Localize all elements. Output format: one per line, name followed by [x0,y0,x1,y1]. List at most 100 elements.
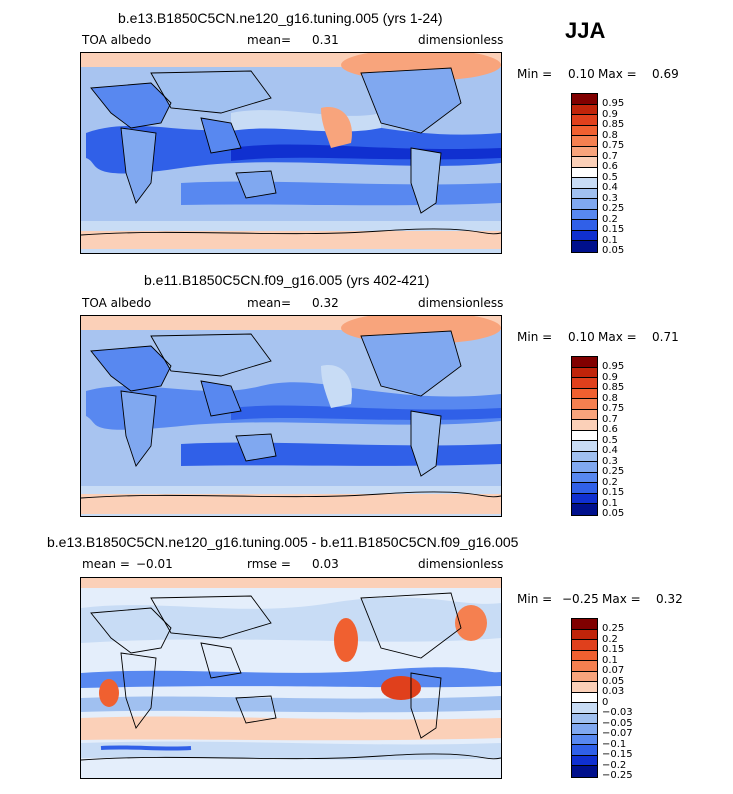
panel2-mean-label: mean= [247,296,292,310]
colorbar-swatch [572,146,597,157]
panel3-map-field [81,578,501,778]
colorbar-label: 0.75 [602,140,625,151]
colorbar-label: 0.03 [602,686,625,697]
colorbar-label: 0.95 [602,98,625,109]
colorbar-swatch [572,462,597,473]
panel1-map-field [81,53,501,253]
colorbar-label: 0.75 [602,403,625,414]
colorbar-label: 0.15 [602,224,625,235]
colorbar-label: 0.25 [602,203,625,214]
colorbar-label: 0.6 [602,424,618,435]
panel1-variable-label: TOA albedo [82,33,152,47]
colorbar-swatch [572,703,597,714]
panel3-map [80,577,502,779]
colorbar-label: 0.8 [602,392,618,404]
colorbar-label: 0.6 [602,161,618,172]
colorbar-label: −0.07 [602,728,633,739]
colorbar-swatch [572,199,597,210]
colorbar-swatch [572,178,597,189]
colorbar-label: 0.85 [602,119,625,130]
colorbar-label: 0.25 [602,623,625,634]
panel1-colorbar [571,93,598,253]
colorbar-label: −0.05 [602,717,633,729]
colorbar-label: 0.05 [602,245,625,256]
panel2-colorbar-labels: 0.95 0.9 0.85 0.8 0.75 0.7 0.6 0.5 0.4 0… [602,361,625,520]
colorbar-label: −0.25 [602,770,633,781]
panel2-map [80,315,502,517]
colorbar-label: 0.5 [602,434,618,446]
panel2-min-label: Min = [517,330,553,344]
colorbar-swatch [572,504,597,515]
colorbar-label: 0.05 [602,675,625,687]
colorbar-swatch [572,420,597,431]
colorbar-swatch [572,241,597,252]
colorbar-swatch [572,661,597,672]
colorbar-label: 0.1 [602,234,618,246]
panel2-max-value: 0.71 [652,330,679,344]
colorbar-swatch [572,472,597,483]
colorbar-label: 0.05 [602,508,625,519]
colorbar-label: 0.85 [602,382,625,393]
panel3-mean-value: −0.01 [136,557,173,571]
colorbar-swatch [572,104,597,115]
colorbar-label: 0.3 [602,455,618,467]
colorbar-label: −0.03 [602,707,633,718]
panel2-mean-value: 0.32 [312,296,339,310]
season-label: JJA [565,18,606,43]
colorbar-swatch [572,671,597,682]
colorbar-swatch [572,94,597,105]
colorbar-swatch [572,378,597,389]
panel1-max-value: 0.69 [652,67,679,81]
colorbar-label: 0.2 [602,213,618,225]
colorbar-swatch [572,766,597,777]
colorbar-label: 0.8 [602,129,618,141]
colorbar-swatch [572,755,597,766]
panel2-max-label: Max = [598,330,637,344]
colorbar-swatch [572,493,597,504]
panel3-max-label: Max = [602,592,641,606]
colorbar-swatch [572,650,597,661]
colorbar-swatch [572,409,597,420]
colorbar-label: 0.15 [602,487,625,498]
panel1-mean-value: 0.31 [312,33,339,47]
colorbar-label: 0.2 [602,476,618,488]
colorbar-label: 0.1 [602,497,618,509]
panel3-units: dimensionless [418,557,504,571]
panel3-rmse-value: 0.03 [312,557,339,571]
colorbar-swatch [572,734,597,745]
panel1-max-label: Max = [598,67,637,81]
panel1-mean-label: mean= [247,33,292,47]
panel1-units: dimensionless [418,33,504,47]
colorbar-swatch [572,724,597,735]
colorbar-swatch [572,220,597,231]
panel2-units: dimensionless [418,296,504,310]
colorbar-swatch [572,209,597,220]
colorbar-swatch [572,388,597,399]
panel1-min-value: 0.10 [568,67,595,81]
panel1-min-label: Min = [517,67,553,81]
colorbar-swatch [572,399,597,410]
panel2-title: b.e11.B1850C5CN.f09_g16.005 (yrs 402-421… [144,272,430,288]
colorbar-swatch [572,682,597,693]
colorbar-label: 0.7 [602,413,618,425]
colorbar-label: −0.1 [602,738,627,750]
colorbar-swatch [572,167,597,178]
colorbar-swatch [572,230,597,241]
colorbar-swatch [572,441,597,452]
colorbar-swatch [572,629,597,640]
panel1-colorbar-labels: 0.95 0.9 0.85 0.8 0.75 0.7 0.6 0.5 0.4 0… [602,98,625,257]
panel3-min-value: −0.25 [562,592,599,606]
panel3-title: b.e13.B1850C5CN.ne120_g16.tuning.005 - b… [47,534,519,550]
panel1-title: b.e13.B1850C5CN.ne120_g16.tuning.005 (yr… [118,10,443,26]
colorbar-label: 0.95 [602,361,625,372]
colorbar-swatch [572,367,597,378]
colorbar-label: 0.3 [602,192,618,204]
colorbar-swatch [572,745,597,756]
colorbar-label: 0.15 [602,644,625,655]
panel3-colorbar [571,618,598,778]
colorbar-label: −0.15 [602,749,633,760]
panel3-rmse-label: rmse = [247,557,291,571]
colorbar-label: 0.4 [602,445,618,456]
colorbar-swatch [572,430,597,441]
colorbar-swatch [572,483,597,494]
